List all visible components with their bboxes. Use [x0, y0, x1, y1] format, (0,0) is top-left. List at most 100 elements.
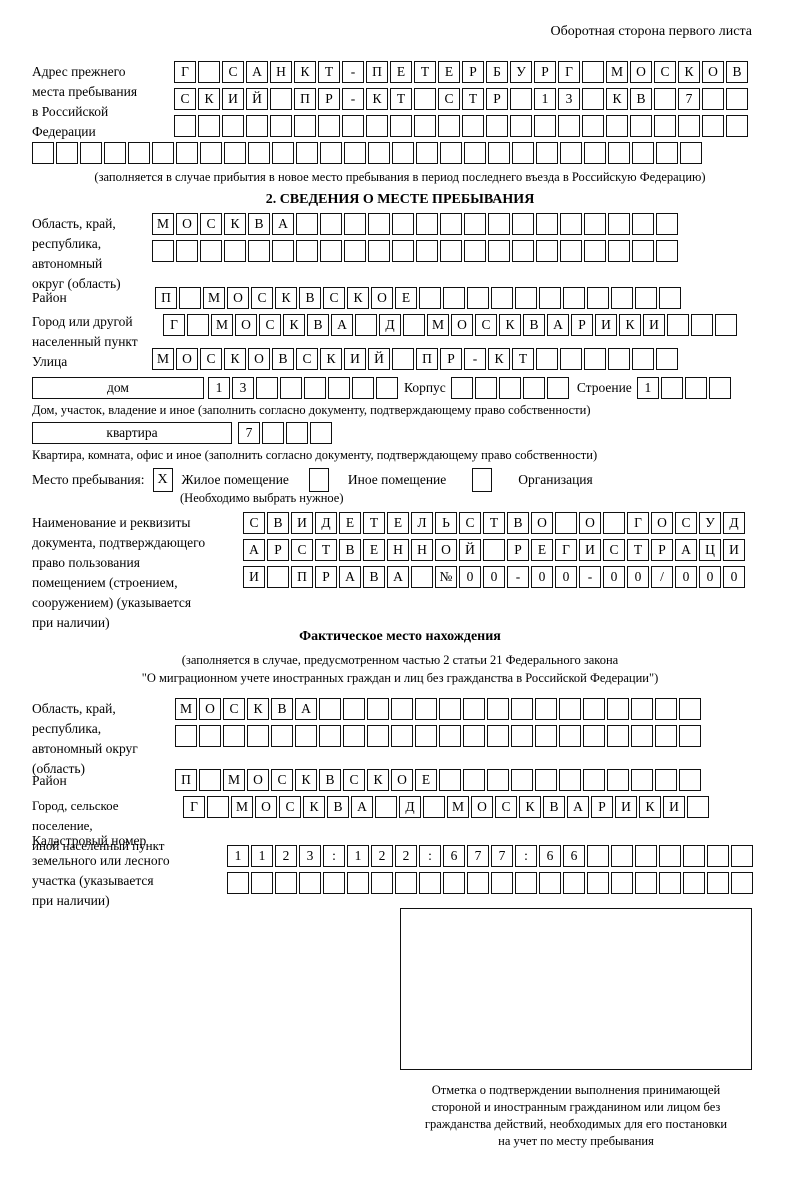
district-cell-2[interactable]: М	[203, 287, 225, 309]
region-cell-11[interactable]	[416, 240, 438, 262]
cadastral-cell-8[interactable]	[419, 872, 441, 894]
actual-region-cell-0[interactable]	[175, 725, 197, 747]
actual-region-cell-9[interactable]	[391, 698, 413, 720]
city-cell-4[interactable]: С	[259, 314, 281, 336]
actual-city-cell-6[interactable]: В	[327, 796, 349, 818]
prev-addr-cell-5[interactable]	[294, 115, 316, 137]
checkbox-inoe[interactable]	[308, 468, 329, 492]
city-cell-5[interactable]: К	[283, 314, 305, 336]
checkbox-zhiloe[interactable]: X	[152, 468, 173, 492]
doc-cell-8[interactable]: №	[435, 566, 457, 588]
district-cell-13[interactable]	[467, 287, 489, 309]
actual-district-cell-5[interactable]: К	[295, 769, 317, 791]
prev-addr-cell-13[interactable]: Р	[486, 88, 508, 110]
city-cell-6[interactable]: В	[307, 314, 329, 336]
actual-district-cell-18[interactable]	[607, 769, 629, 791]
region-cell-3[interactable]	[224, 240, 246, 262]
prev-addr-cell-23[interactable]	[726, 88, 748, 110]
cadastral-cell-21[interactable]	[731, 845, 753, 867]
actual-district-cell-19[interactable]	[631, 769, 653, 791]
region-cell-11[interactable]	[416, 213, 438, 235]
house-cell-4[interactable]	[304, 377, 326, 399]
district-cell-15[interactable]	[515, 287, 537, 309]
street-cell-21[interactable]	[656, 348, 678, 370]
house-cell-2[interactable]	[256, 377, 278, 399]
cadastral-cell-3[interactable]	[299, 872, 321, 894]
region-cell-20[interactable]	[632, 213, 654, 235]
region-cell-16[interactable]	[536, 240, 558, 262]
prev-addr-cell-15[interactable]	[392, 142, 414, 164]
doc-cell-17[interactable]: Р	[651, 539, 673, 561]
cadastral-cell-2[interactable]: 2	[275, 845, 297, 867]
region-cell-15[interactable]	[512, 213, 534, 235]
prev-addr-cell-15[interactable]: Р	[534, 61, 556, 83]
prev-addr-cell-3[interactable]: А	[246, 61, 268, 83]
prev-addr-cell-2[interactable]: С	[222, 61, 244, 83]
actual-region-cell-20[interactable]	[655, 725, 677, 747]
prev-addr-cell-10[interactable]	[414, 115, 436, 137]
cadastral-cell-15[interactable]	[587, 872, 609, 894]
actual-region-cell-13[interactable]	[487, 698, 509, 720]
prev-addr-cell-17[interactable]	[582, 88, 604, 110]
doc-cell-17[interactable]: /	[651, 566, 673, 588]
actual-city-cell-1[interactable]	[207, 796, 229, 818]
actual-region-cell-2[interactable]	[223, 725, 245, 747]
actual-region-cell-18[interactable]	[607, 725, 629, 747]
street-cell-2[interactable]: С	[200, 348, 222, 370]
district-cell-12[interactable]	[443, 287, 465, 309]
actual-city-cell-7[interactable]: А	[351, 796, 373, 818]
street-cell-15[interactable]: Т	[512, 348, 534, 370]
region-cell-18[interactable]	[584, 240, 606, 262]
region-cell-9[interactable]	[368, 240, 390, 262]
doc-cell-7[interactable]	[411, 566, 433, 588]
prev-addr-cell-23[interactable]	[726, 115, 748, 137]
district-cell-7[interactable]: С	[323, 287, 345, 309]
district-cell-14[interactable]	[491, 287, 513, 309]
prev-addr-cell-5[interactable]	[152, 142, 174, 164]
district-cell-10[interactable]: Е	[395, 287, 417, 309]
district-cell-3[interactable]: О	[227, 287, 249, 309]
actual-region-cell-17[interactable]	[583, 725, 605, 747]
cadastral-cell-12[interactable]	[515, 872, 537, 894]
doc-cell-16[interactable]: Г	[627, 512, 649, 534]
region-cell-8[interactable]	[344, 240, 366, 262]
district-cell-9[interactable]: О	[371, 287, 393, 309]
prev-addr-cell-7[interactable]: -	[342, 88, 364, 110]
house-cell-5[interactable]	[328, 377, 350, 399]
region-cell-4[interactable]	[248, 240, 270, 262]
actual-region-cell-14[interactable]	[511, 725, 533, 747]
prev-addr-cell-27[interactable]	[680, 142, 702, 164]
cadastral-cell-12[interactable]: :	[515, 845, 537, 867]
prev-addr-cell-13[interactable]	[344, 142, 366, 164]
prev-addr-cell-14[interactable]: У	[510, 61, 532, 83]
doc-cell-16[interactable]: Т	[627, 539, 649, 561]
district-cell-5[interactable]: К	[275, 287, 297, 309]
city-cell-7[interactable]: А	[331, 314, 353, 336]
city-cell-1[interactable]	[187, 314, 209, 336]
city-cell-18[interactable]: И	[595, 314, 617, 336]
region-cell-8[interactable]	[344, 213, 366, 235]
doc-cell-17[interactable]: О	[651, 512, 673, 534]
cadastral-cell-9[interactable]: 6	[443, 845, 465, 867]
cadastral-cell-18[interactable]	[659, 845, 681, 867]
prev-addr-cell-4[interactable]	[128, 142, 150, 164]
region-cell-19[interactable]	[608, 240, 630, 262]
actual-district-cell-1[interactable]	[199, 769, 221, 791]
korpus-cell-0[interactable]	[450, 377, 473, 399]
checkbox-organizaciya[interactable]	[472, 468, 493, 492]
actual-region-cell-14[interactable]	[511, 698, 533, 720]
district-cell-1[interactable]	[179, 287, 201, 309]
house-cell-3[interactable]	[280, 377, 302, 399]
prev-addr-cell-21[interactable]: 7	[678, 88, 700, 110]
cadastral-cell-9[interactable]	[443, 872, 465, 894]
city-cell-15[interactable]: В	[523, 314, 545, 336]
prev-addr-cell-13[interactable]	[486, 115, 508, 137]
district-cell-17[interactable]	[563, 287, 585, 309]
prev-addr-cell-12[interactable]: Т	[462, 88, 484, 110]
district-cell-11[interactable]	[419, 287, 441, 309]
doc-cell-1[interactable]	[267, 566, 289, 588]
doc-cell-8[interactable]: Ь	[435, 512, 457, 534]
prev-addr-cell-11[interactable]	[296, 142, 318, 164]
